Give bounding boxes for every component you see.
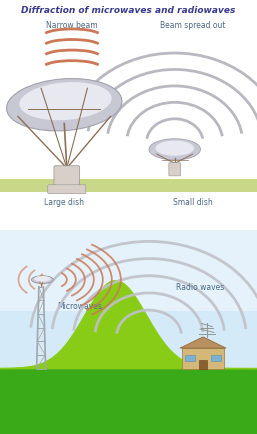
Text: Radio waves: Radio waves [176, 283, 225, 292]
Ellipse shape [149, 139, 200, 161]
Text: Small dish: Small dish [173, 198, 213, 207]
Ellipse shape [34, 276, 51, 282]
Ellipse shape [7, 79, 122, 132]
FancyBboxPatch shape [48, 185, 86, 194]
Text: Beam spread out: Beam spread out [160, 21, 225, 30]
Bar [0, 179, 257, 192]
Bar [185, 355, 195, 362]
Polygon shape [180, 337, 226, 349]
Bar [211, 355, 221, 362]
Text: Diffraction of microwaves and radiowaves: Diffraction of microwaves and radiowaves [21, 6, 236, 15]
Text: Large dish: Large dish [44, 198, 84, 207]
Ellipse shape [20, 83, 112, 121]
Bar [199, 360, 207, 369]
Ellipse shape [155, 141, 194, 156]
Bar [0, 369, 257, 434]
Ellipse shape [32, 276, 53, 284]
Bar [0, 230, 257, 312]
Text: Narrow beam: Narrow beam [46, 21, 98, 30]
Bar [182, 349, 224, 369]
Text: Microwaves: Microwaves [57, 301, 102, 310]
FancyBboxPatch shape [54, 166, 80, 189]
FancyBboxPatch shape [169, 163, 181, 177]
